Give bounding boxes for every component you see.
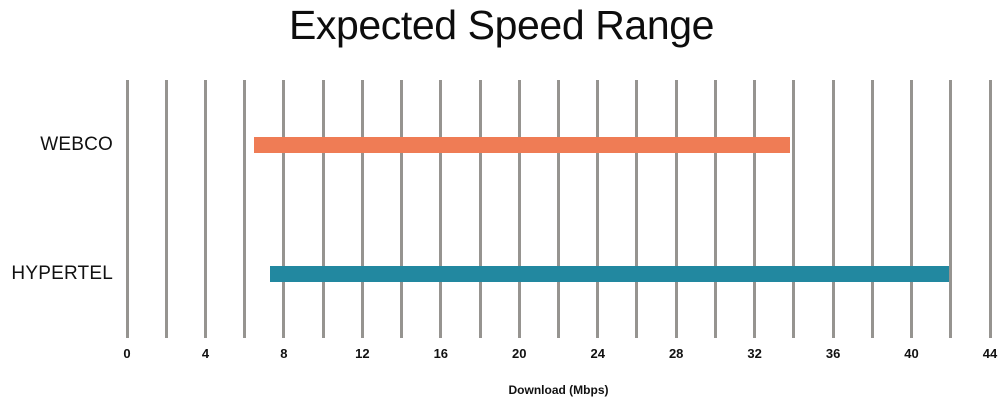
x-tick-label: 32	[747, 346, 762, 361]
gridline	[321, 80, 325, 338]
gridline	[164, 80, 168, 338]
x-tick-label: 0	[123, 346, 131, 361]
x-tick-label: 12	[355, 346, 370, 361]
plot-area	[125, 80, 992, 338]
range-bar[interactable]	[254, 136, 790, 153]
gridline	[517, 80, 521, 338]
gridline	[596, 80, 600, 338]
gridline	[282, 80, 286, 338]
gridline	[557, 80, 560, 338]
category-label-hypertel: HYPERTEL	[11, 262, 113, 284]
gridline	[674, 80, 678, 338]
gridline	[635, 80, 639, 338]
gridline	[910, 80, 914, 338]
gridline	[400, 80, 404, 338]
category-label-webco: WEBCO	[40, 133, 113, 155]
gridline	[243, 80, 247, 338]
gridline	[478, 80, 482, 338]
chart-title: Expected Speed Range	[288, 2, 715, 48]
x-tick-label: 16	[433, 346, 449, 361]
x-tick-label: 40	[904, 346, 919, 361]
gridline	[988, 80, 992, 338]
gridline	[203, 80, 207, 338]
x-tick-label: 44	[982, 346, 998, 361]
x-tick-label: 20	[512, 346, 527, 361]
gridline	[439, 80, 443, 338]
gridline	[792, 80, 796, 338]
x-tick-label: 24	[590, 346, 605, 361]
gridline	[831, 80, 835, 338]
gridline	[125, 80, 129, 338]
gridline	[713, 80, 717, 338]
x-tick-label: 4	[201, 346, 210, 361]
x-tick-label: 28	[668, 346, 684, 361]
gridline	[870, 80, 874, 338]
x-axis-title: Download (Mbps)	[508, 383, 609, 397]
gridline	[753, 80, 757, 338]
x-tick-label: 36	[825, 346, 841, 361]
gridline	[949, 80, 953, 338]
range-bar[interactable]	[270, 265, 949, 282]
gridline	[360, 80, 364, 338]
x-tick-label: 8	[280, 346, 288, 361]
